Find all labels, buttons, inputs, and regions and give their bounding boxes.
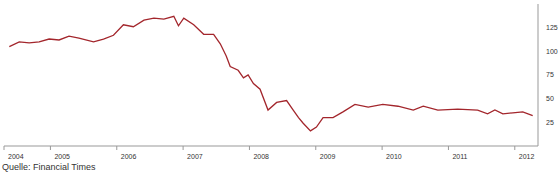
svg-text:25: 25 [546,119,552,126]
svg-text:2009: 2009 [320,153,336,160]
svg-text:2007: 2007 [187,153,203,160]
html-text:Quelle: Financial Times: Quelle: Financial Times [2,162,96,172]
svg-text:2008: 2008 [253,153,269,160]
svg-text:2010: 2010 [386,153,402,160]
svg-text:2005: 2005 [54,153,70,160]
svg-text:125: 125 [546,24,552,31]
svg-text:50: 50 [546,95,552,102]
svg-text:2011: 2011 [452,153,467,160]
svg-text:100: 100 [546,48,552,55]
svg-text:2006: 2006 [121,153,137,160]
svg-text:2012: 2012 [519,153,535,160]
svg-text:2004: 2004 [8,153,24,160]
svg-text:75: 75 [546,71,552,78]
